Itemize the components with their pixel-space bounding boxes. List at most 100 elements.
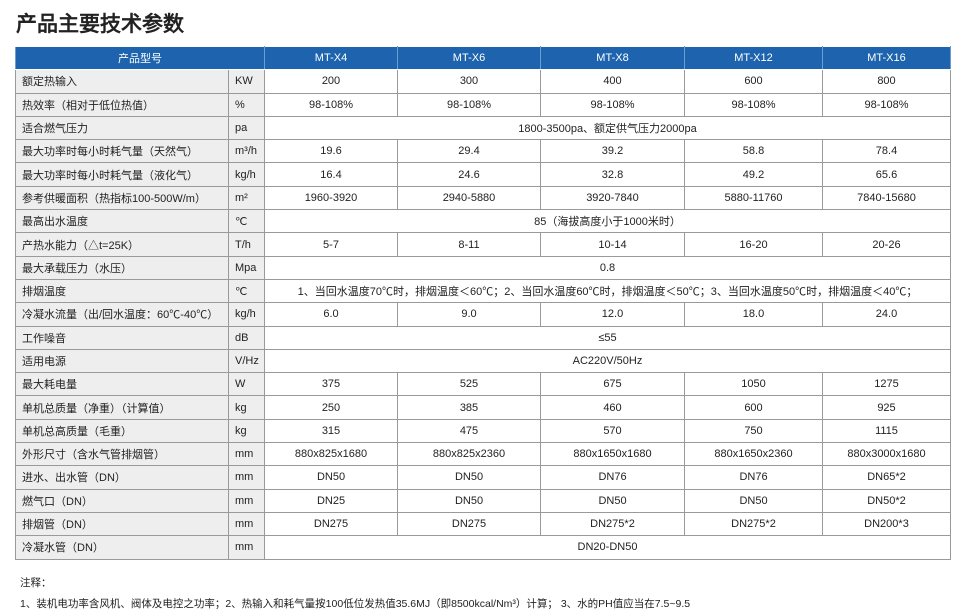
param-unit: W [228,372,265,397]
param-value: 16.4 [264,162,398,187]
param-value: 78.4 [822,139,951,164]
param-value: 880x1650x2360 [684,442,823,467]
param-value: 49.2 [684,162,823,187]
param-value: 39.2 [540,139,685,164]
param-value: DN50 [397,488,541,513]
param-value: 18.0 [684,302,823,327]
param-name: 燃气口（DN） [15,488,229,513]
param-value: DN50 [540,488,685,513]
param-unit: mm [228,511,265,537]
param-value: 1800-3500pa、额定供气压力2000pa [264,115,951,141]
param-value: DN20-DN50 [264,535,951,560]
param-value: 400 [540,69,685,94]
model-header: MT-X16 [822,45,951,71]
param-name: 最大功率时每小时耗气量（液化气） [15,162,229,187]
param-value: 1960-3920 [264,185,398,211]
param-unit: kg/h [228,162,265,187]
param-value: DN50 [684,488,823,513]
table-row: 冷凝水管（DN） mm DN20-DN50 [15,535,951,560]
param-value: 58.8 [684,139,823,164]
table-row: 排烟温度 ℃ 1、当回水温度70℃时，排烟温度＜60℃；2、当回水温度60℃时，排烟… [15,278,951,304]
table-row: 最高出水温度 ℃ 85（海拔高度小于1000米时） [15,209,951,234]
param-value: 1275 [822,372,951,397]
table-row: 热效率（相对于低位热值）% 98-108% 98-108% 98-108% 98-108… [15,92,951,117]
table-row: 冷凝水流量（出/回水温度：60℃-40℃） kg/h 6.0 9.0 12.0 18.0 2… [15,302,951,327]
param-name: 进水、出水管（DN） [15,465,229,490]
param-value: 29.4 [397,139,541,164]
param-value: ≤55 [264,325,951,350]
table-row: 最大功率时每小时耗气量（天然气） m³/h 19.6 29.4 39.2 58.8 78.4 [15,139,951,164]
param-value: 98-108% [264,92,398,117]
param-value: 24.0 [822,302,951,327]
param-value: AC220V/50Hz [264,348,951,374]
param-value: DN50 [264,465,398,490]
param-value: DN25 [264,488,398,513]
param-value: DN50 [397,465,541,490]
param-unit: pa [228,115,265,141]
param-value: DN275 [264,511,398,537]
param-name: 适合燃气压力 [15,115,229,141]
param-value: 385 [397,395,541,420]
param-unit: mm [228,442,265,467]
model-header: MT-X8 [540,45,685,71]
param-unit: kg [228,418,265,444]
param-value: 1、当回水温度70℃时，排烟温度＜60℃；2、当回水温度60℃时，排烟温度＜50… [264,278,951,304]
param-value: 880x3000x1680 [822,442,951,467]
param-value: 800 [822,69,951,94]
param-value: 98-108% [397,92,541,117]
table-row: 燃气口（DN） mm DN25 DN50 DN50 DN50 DN50*2 [15,488,951,513]
param-name: 单机总高质量（毛重） [15,418,229,444]
table-row: 排烟管（DN） mm DN275 DN275 DN275*2 DN275*2 DN200*3 [15,511,951,537]
param-value: 7840-15680 [822,185,951,211]
param-name: 冷凝水管（DN） [15,535,229,560]
model-header: MT-X4 [264,45,398,71]
param-name: 最大承载压力（水压） [15,255,229,280]
param-unit: dB [228,325,265,350]
table-row: 单机总高质量（毛重） kg 315 475 570 750 1115 [15,418,951,444]
table-row: 最大承载压力（水压） Mpa 0.8 [15,255,951,280]
param-unit: mm [228,535,265,560]
param-value: 65.6 [822,162,951,187]
param-value: 5880-11760 [684,185,823,211]
notes-label: 注释： [20,577,52,589]
param-unit: % [228,92,265,117]
param-value: 925 [822,395,951,420]
notes-text: 1、装机电功率含风机、阀体及电控之功率；2、热输入和耗气量按100低位发热值35… [20,598,691,610]
param-value: 1050 [684,372,823,397]
param-name: 参考供暖面积（热指标100-500W/m） [15,185,229,211]
table-row: 外形尺寸（含水气管排烟管） mm 880x825x1680 880x825x2360 8… [15,442,951,467]
param-value: 2940-5880 [397,185,541,211]
param-unit: mm [228,488,265,513]
param-name: 最大耗电量 [15,372,229,397]
param-unit: Mpa [228,255,265,280]
param-unit: ℃ [228,209,265,234]
param-value: DN275*2 [684,511,823,537]
param-value: 6.0 [264,302,398,327]
param-value: 250 [264,395,398,420]
param-value: DN50*2 [822,488,951,513]
table-row: 进水、出水管（DN） mm DN50 DN50 DN76 DN76 DN65*2 [15,465,951,490]
param-value: DN76 [540,465,685,490]
table-row: 额定热输入 KW 200 300 400 600 800 [15,69,951,94]
param-value: 300 [397,69,541,94]
table-row: 适用电源 V/Hz AC220V/50Hz [15,348,951,374]
param-value: 525 [397,372,541,397]
title: 产品主要技术参数 [16,13,184,36]
param-value: 9.0 [397,302,541,327]
param-value: 375 [264,372,398,397]
param-name: 适用电源 [15,348,229,374]
table-row: 产热水能力（△t=25K） T/h 5-7 8-11 10-14 16-20 20-26 [15,232,951,257]
param-value: DN275 [397,511,541,537]
model-header: MT-X12 [684,45,823,71]
param-value: 880x1650x1680 [540,442,685,467]
table-row: 适合燃气压力 pa 1800-3500pa、额定供气压力2000pa [15,115,951,141]
param-name: 产热水能力（△t=25K） [15,232,229,257]
param-unit: kg/h [228,302,265,327]
param-value: 600 [684,69,823,94]
param-unit: m² [228,185,265,211]
param-value: 600 [684,395,823,420]
table-row: 单机总质量（净重）（计算值） kg 250 385 460 600 925 [15,395,951,420]
param-value: 10-14 [540,232,685,257]
param-value: DN200*3 [822,511,951,537]
